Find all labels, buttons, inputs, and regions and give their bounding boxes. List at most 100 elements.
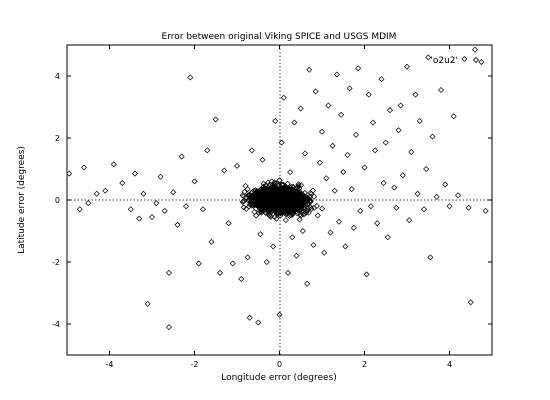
data-point: [355, 65, 362, 72]
data-points: [66, 46, 489, 331]
data-point: [348, 186, 355, 193]
data-point: [350, 224, 357, 231]
data-point: [293, 252, 300, 259]
data-point: [302, 150, 308, 157]
data-point: [414, 190, 421, 197]
data-point: [286, 195, 293, 202]
data-point: [266, 195, 273, 202]
data-point: [280, 196, 287, 203]
data-point: [285, 269, 291, 276]
legend-marker-icon: [472, 56, 480, 64]
data-point: [178, 153, 185, 160]
data-point: [283, 209, 290, 216]
data-point: [293, 202, 300, 209]
data-point: [217, 269, 223, 276]
x-tick-label: 4: [447, 360, 452, 369]
data-point: [314, 212, 321, 219]
x-tick-label: 2: [362, 360, 367, 369]
y-tick-label: -2: [52, 258, 60, 267]
data-point: [344, 152, 351, 159]
data-point: [271, 179, 278, 186]
data-point: [321, 249, 328, 256]
data-point: [249, 189, 256, 196]
data-point: [234, 162, 240, 169]
data-point: [310, 241, 317, 248]
data-point: [319, 205, 326, 212]
data-point: [287, 169, 294, 176]
data-point: [241, 198, 248, 205]
data-point: [291, 193, 298, 200]
data-point: [433, 193, 440, 200]
data-point: [254, 202, 261, 209]
data-point: [260, 208, 267, 215]
data-point: [408, 148, 415, 155]
data-point: [259, 156, 266, 163]
data-point: [261, 195, 268, 202]
data-point: [472, 46, 478, 53]
data-point: [465, 204, 472, 211]
data-point: [244, 254, 251, 261]
x-axis-ticks: -4 -2 0 2 4: [106, 45, 452, 369]
data-point: [361, 164, 368, 171]
data-point: [248, 147, 255, 154]
data-point: [305, 209, 312, 216]
x-axis-label: Longitude error (degrees): [221, 373, 337, 383]
data-point: [259, 203, 266, 210]
data-point: [246, 314, 253, 321]
data-point: [268, 191, 275, 198]
data-point: [247, 199, 254, 206]
data-point: [286, 213, 293, 220]
x-tick-label: -2: [191, 360, 199, 369]
y-axis-ticks: -4 -2 0 2 4: [52, 72, 492, 329]
data-point: [267, 212, 274, 219]
data-point: [288, 202, 295, 209]
data-point: [132, 170, 138, 177]
data-point: [482, 207, 489, 214]
data-point: [338, 111, 345, 118]
data-point: [281, 197, 288, 204]
data-point: [144, 300, 151, 307]
data-point: [260, 186, 267, 193]
data-point: [307, 198, 314, 205]
data-point: [313, 203, 320, 209]
data-point: [281, 184, 288, 191]
data-point: [380, 179, 387, 186]
data-point: [450, 113, 457, 120]
data-point: [271, 192, 278, 199]
data-point: [272, 117, 279, 124]
x-tick-label: 0: [277, 360, 282, 369]
y-tick-label: 0: [55, 196, 60, 205]
data-point: [261, 190, 268, 197]
data-point: [66, 170, 73, 177]
data-point: [461, 55, 468, 62]
y-tick-label: 2: [55, 134, 60, 143]
data-point: [280, 94, 287, 101]
data-point: [336, 218, 342, 225]
data-point: [427, 254, 434, 261]
data-point: [253, 188, 260, 195]
data-point: [304, 195, 311, 202]
data-point: [270, 202, 277, 209]
data-point: [221, 167, 228, 174]
data-point: [412, 91, 419, 98]
data-point: [253, 190, 260, 197]
data-point: [327, 229, 334, 236]
data-point: [442, 181, 449, 188]
data-point: [277, 209, 284, 216]
data-point: [276, 177, 283, 184]
data-point: [127, 206, 134, 213]
data-point: [363, 271, 370, 278]
data-point: [119, 179, 126, 186]
data-point: [225, 220, 232, 227]
data-point: [319, 128, 325, 135]
data-point: [191, 178, 198, 185]
data-point: [290, 193, 297, 200]
data-point: [277, 202, 284, 209]
data-point: [382, 139, 389, 146]
data-point: [416, 117, 423, 124]
data-point: [391, 184, 398, 191]
data-point: [288, 183, 295, 190]
data-point: [286, 183, 293, 190]
data-point: [81, 164, 87, 171]
